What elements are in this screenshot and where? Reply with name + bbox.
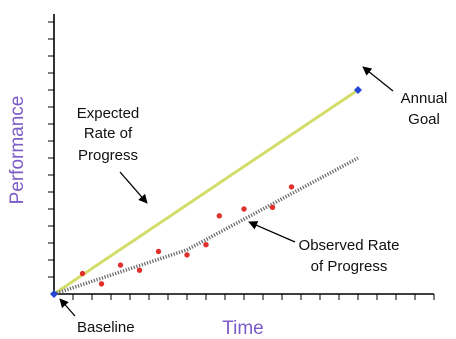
- observed-data-point: [288, 184, 295, 190]
- annual-goal-marker: [354, 86, 362, 94]
- annual-goal-label-line2: Goal: [408, 111, 440, 128]
- expected-label-line2: Rate of: [84, 125, 133, 142]
- observed-label-line2: of Progress: [311, 258, 388, 275]
- annual-goal-arrow: [362, 66, 394, 92]
- axis-ticks: [48, 21, 435, 300]
- observed-data-point: [155, 248, 162, 255]
- observed-data-point: [98, 281, 105, 287]
- annual-goal-label-line1: Annual: [401, 90, 448, 107]
- data-points: [79, 184, 295, 287]
- expected-label-line3: Progress: [78, 147, 138, 164]
- observed-data-point: [269, 204, 276, 210]
- baseline-label: Baseline: [77, 319, 135, 336]
- baseline-arrow: [59, 298, 76, 317]
- milestone-markers: [50, 86, 362, 298]
- series-layer: [53, 88, 359, 296]
- observed-data-point: [136, 267, 143, 273]
- baseline-marker: [50, 290, 58, 298]
- observed-data-point: [203, 242, 209, 248]
- expected-label-line1: Expected: [77, 105, 140, 122]
- observed-data-point: [79, 270, 86, 277]
- observed-data-point: [184, 252, 190, 258]
- observed-arrow: [248, 221, 296, 243]
- observed-trend-line: [53, 156, 359, 296]
- expected-arrow: [119, 171, 148, 204]
- x-axis-title: Time: [222, 318, 264, 339]
- observed-data-point: [117, 262, 124, 268]
- y-axis-title: Performance: [7, 96, 28, 205]
- observed-label-line1: Observed Rate: [299, 237, 400, 254]
- expected-progress-line: [53, 88, 359, 296]
- observed-data-point: [216, 213, 222, 219]
- observed-data-point: [241, 206, 247, 212]
